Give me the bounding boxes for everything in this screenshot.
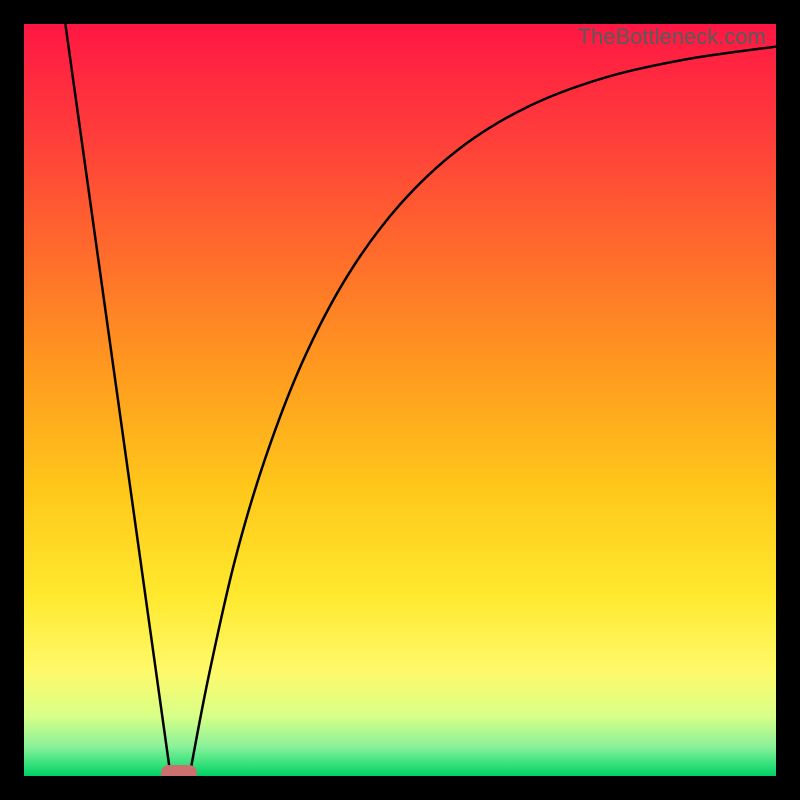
minimum-marker — [161, 765, 197, 777]
curve-layer — [24, 24, 776, 776]
plot-area: TheBottleneck.com — [24, 24, 776, 776]
curve-right-rise — [189, 47, 776, 776]
chart-frame: TheBottleneck.com — [0, 0, 800, 800]
curve-left-descent — [65, 24, 170, 776]
